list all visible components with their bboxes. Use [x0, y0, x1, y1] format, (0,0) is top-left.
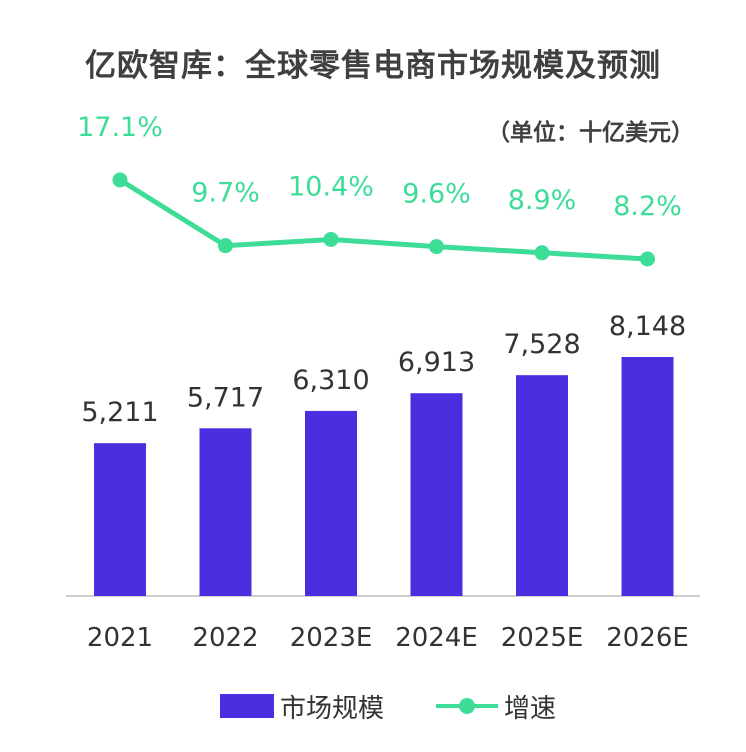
bar-value-label-2024E: 6,913	[398, 347, 475, 378]
growth-line	[118, 177, 648, 262]
bar-2026E	[621, 357, 674, 596]
legend-item-market-size: 市场规模	[220, 686, 384, 726]
bar-value-label-2026E: 8,148	[609, 311, 686, 342]
chart-title: 亿欧智库：全球零售电商市场规模及预测	[85, 48, 661, 84]
x-tick-label-2021: 2021	[87, 623, 153, 653]
bar-2025E	[516, 375, 568, 596]
growth-label-2025E: 8.9%	[508, 185, 577, 216]
bar-value-label-2025E: 7,528	[503, 329, 580, 360]
legend-swatch-line	[436, 694, 498, 718]
bar-2021	[94, 443, 146, 596]
growth-label-2022: 9.7%	[191, 178, 260, 209]
growth-point-2023E	[323, 231, 339, 247]
growth-point-2025E	[534, 245, 550, 261]
growth-point-2021	[112, 172, 128, 188]
legend-label-market-size: 市场规模	[280, 693, 385, 724]
growth-label-2026E: 8.2%	[613, 191, 682, 222]
growth-label-2021: 17.1%	[77, 112, 163, 143]
growth-point-2026E	[640, 251, 655, 267]
growth-label-2023E: 10.4%	[288, 171, 374, 202]
bar-2024E	[410, 393, 463, 596]
growth-point-2022	[218, 238, 233, 254]
legend-swatch-bar	[220, 694, 274, 718]
bar-value-label-2023E: 6,310	[292, 365, 369, 396]
bar-2022	[199, 428, 252, 596]
legend: 市场规模 增速	[0, 686, 746, 726]
combo-chart: 5,211 2021 5,717 2022 6,310 2023E 6,913 2024E 7,…	[66, 112, 700, 653]
unit-label: （单位：十亿美元）	[487, 120, 694, 146]
growth-label-2024E: 9.6%	[402, 179, 471, 210]
growth-point-2024E	[429, 239, 444, 255]
bar-2023E	[305, 410, 357, 596]
x-tick-label-2026E: 2026E	[606, 623, 689, 653]
x-tick-label-2023E: 2023E	[290, 623, 373, 653]
x-tick-label-2022: 2022	[192, 623, 258, 653]
legend-item-growth: 增速	[436, 686, 556, 726]
x-tick-label-2025E: 2025E	[501, 623, 584, 653]
x-tick-label-2024E: 2024E	[395, 623, 478, 653]
legend-label-growth: 增速	[504, 693, 557, 724]
bar-value-label-2022: 5,717	[187, 382, 264, 413]
bar-value-label-2021: 5,211	[81, 397, 158, 428]
